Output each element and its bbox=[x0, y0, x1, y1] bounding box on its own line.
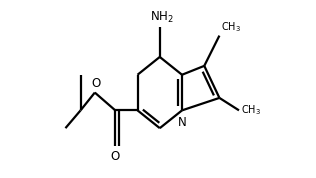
Text: CH$_3$: CH$_3$ bbox=[241, 103, 261, 117]
Text: CH$_3$: CH$_3$ bbox=[221, 20, 241, 34]
Text: O: O bbox=[91, 77, 100, 90]
Text: N: N bbox=[178, 116, 186, 129]
Text: O: O bbox=[111, 150, 120, 163]
Text: NH$_2$: NH$_2$ bbox=[150, 10, 173, 25]
